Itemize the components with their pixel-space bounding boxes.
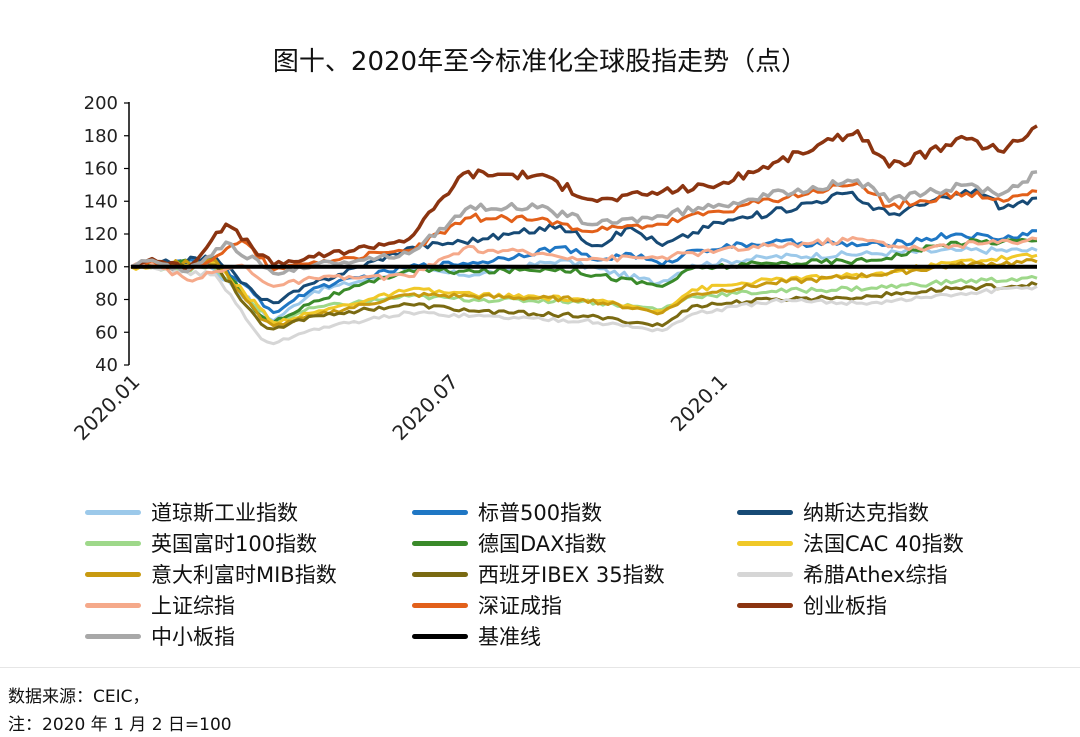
normalization-note: 注：2020 年 1 月 2 日=100 [8,715,232,735]
series-line-12 [130,170,1038,276]
series-line-11 [130,124,1038,272]
legend-item: 西班牙IBEX 35指数 [412,559,665,589]
y-tick-label: 180 [84,126,118,147]
legend-item: 意大利富时MIB指数 [85,559,337,589]
legend-label: 法国CAC 40指数 [803,532,964,556]
legend-label: 希腊Athex综指 [803,563,948,587]
y-tick-label: 160 [84,159,118,180]
legend-label: 基准线 [478,625,541,649]
legend-label: 英国富时100指数 [151,532,318,556]
legend-label: 标普500指数 [478,501,603,525]
legend-swatch [85,509,141,515]
chart-title: 图十、2020年至今标准化全球股指走势（点） [273,47,807,77]
series-line-2 [130,188,1038,305]
legend-item: 基准线 [412,621,541,651]
legend-item: 道琼斯工业指数 [85,497,298,527]
legend-item: 纳斯达克指数 [737,497,929,527]
legend-label: 上证综指 [151,594,235,618]
legend-label: 意大利富时MIB指数 [151,563,337,587]
legend-item: 中小板指 [85,621,235,651]
legend-item: 法国CAC 40指数 [737,528,964,558]
legend-swatch [85,633,141,639]
legend-swatch [737,571,793,577]
legend-label: 西班牙IBEX 35指数 [478,563,665,587]
legend-item: 上证综指 [85,590,235,620]
series-line-7 [130,263,1038,331]
series-line-8 [130,263,1038,346]
legend-swatch [737,509,793,515]
legend-swatch [737,540,793,546]
legend-item: 希腊Athex综指 [737,559,948,589]
legend-item: 德国DAX指数 [412,528,607,558]
legend-swatch [85,602,141,608]
source-note: 数据来源：CEIC， [8,687,150,707]
series-line-6 [130,258,1038,328]
series-line-9 [130,236,1038,288]
y-tick-label: 140 [84,191,118,212]
legend-label: 德国DAX指数 [478,532,607,556]
legend-swatch [85,571,141,577]
footnote-divider [0,667,1080,668]
legend-swatch [737,602,793,608]
y-tick-label: 100 [84,257,118,278]
y-tick-label: 80 [95,290,118,311]
legend-swatch [85,540,141,546]
legend-label: 深证成指 [478,594,562,618]
series-lines [130,124,1038,346]
y-tick-label: 200 [84,93,118,114]
x-tick-label: 2020.01 [69,370,144,445]
legend-item: 标普500指数 [412,497,602,527]
x-axis-ticks: 2020.01 2020.07 2020.1 [69,370,732,445]
legend-label: 创业板指 [803,594,887,618]
x-tick-label: 2020.1 [666,370,732,436]
legend-swatch [412,602,468,608]
legend-label: 中小板指 [151,625,235,649]
x-tick-label: 2020.07 [387,370,462,445]
legend-item: 英国富时100指数 [85,528,317,558]
legend-label: 道琼斯工业指数 [151,501,298,525]
y-tick-label: 40 [95,355,118,376]
y-tick-label: 120 [84,224,118,245]
y-tick-label: 60 [95,322,118,343]
legend-item: 创业板指 [737,590,887,620]
legend-swatch [412,540,468,546]
legend-item: 深证成指 [412,590,562,620]
legend-label: 纳斯达克指数 [803,501,929,525]
y-axis-ticks: 40 60 80 100 120 140 160 180 200 [84,93,129,376]
legend-swatch [412,571,468,577]
legend-swatch [412,509,468,515]
legend-swatch [412,633,468,639]
